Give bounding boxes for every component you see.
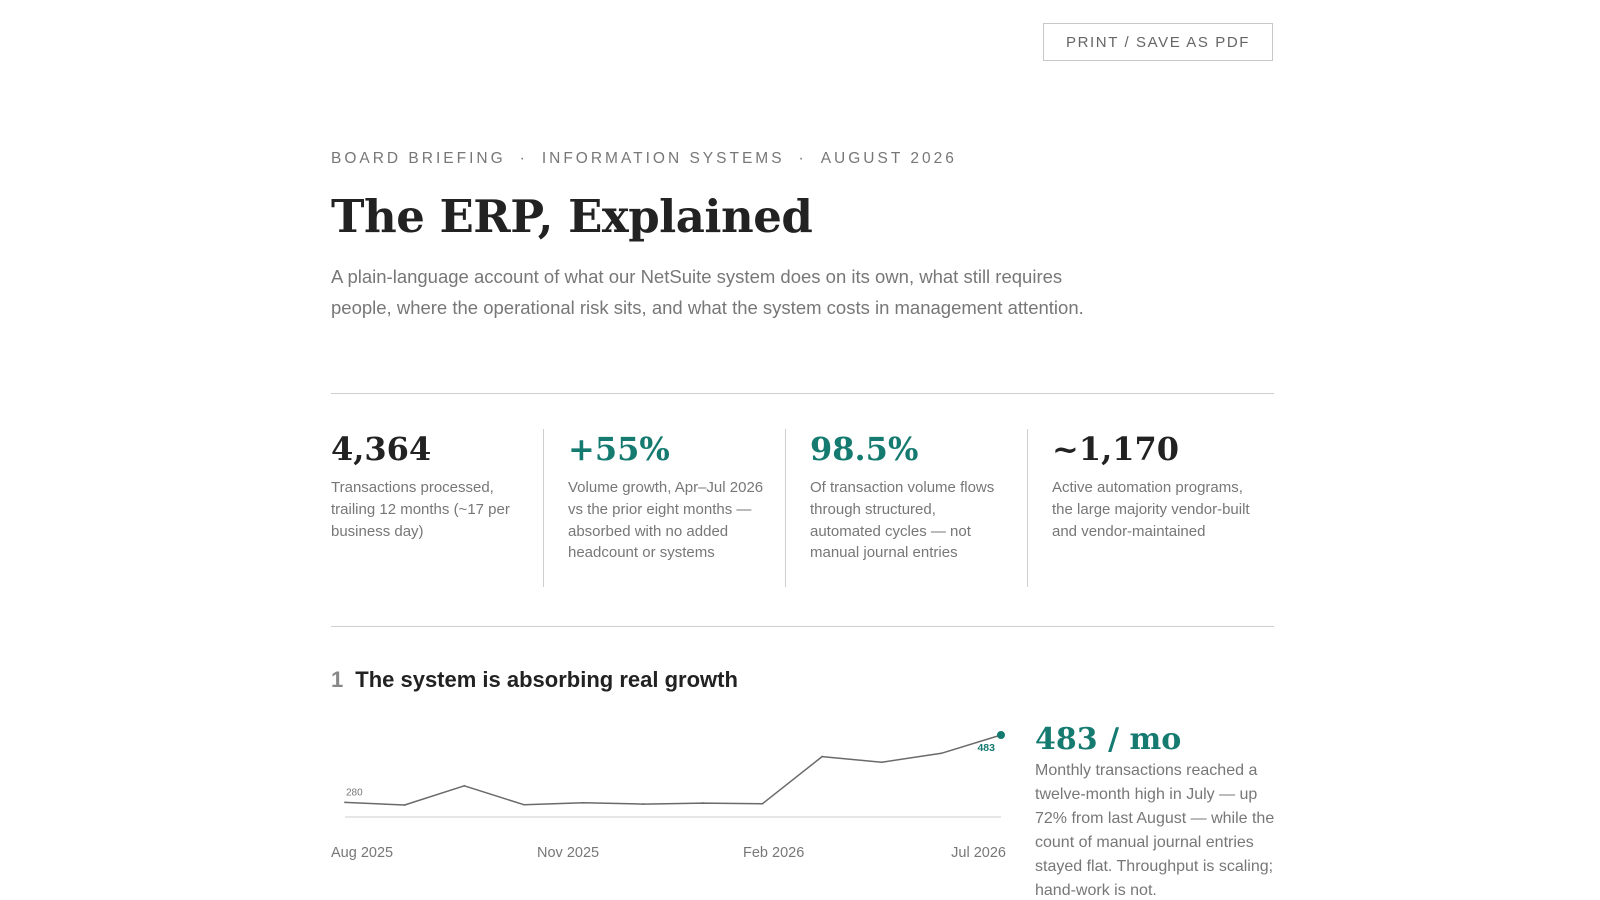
stat-label: Active automation programs, the large ma… — [1052, 479, 1250, 540]
chart-point-latest — [997, 731, 1005, 739]
stat-value: ~1,170 — [1052, 430, 1180, 468]
chart-point — [523, 803, 525, 806]
stat-label: Transactions processed, trailing 12 mont… — [331, 479, 510, 540]
stat-value: +55% — [568, 430, 670, 468]
divider — [331, 393, 1274, 394]
stat-value: 4,364 — [331, 430, 432, 468]
callout-text: Monthly transactions reached a twelve-mo… — [1035, 762, 1275, 899]
eyebrow-separator: · — [798, 150, 807, 167]
x-tick-label: Aug 2025 — [331, 845, 393, 860]
monthly-transactions-chart: 280 483 Aug 2025 Nov 2025 Feb 2026 Jul 2026 — [331, 731, 1006, 860]
x-tick-label: Nov 2025 — [537, 845, 599, 860]
page-title: The ERP, Explained — [331, 190, 813, 243]
callout-value: 483 / mo — [1035, 722, 1182, 757]
chart-point — [463, 784, 466, 787]
data-label-last: 483 — [977, 742, 995, 754]
stat-volume-growth: +55% Volume growth, Apr–Jul 2026 vs the … — [543, 429, 785, 587]
chart-point — [821, 755, 823, 758]
eyebrow-briefing: BOARD BRIEFING — [331, 150, 506, 167]
chart-point — [761, 802, 764, 805]
eyebrow-separator: · — [519, 150, 528, 167]
stat-transactions: 4,364 Transactions processed, trailing 1… — [331, 429, 543, 587]
section-title: The system is absorbing real growth — [355, 667, 738, 692]
print-save-pdf-button[interactable]: PRINT / SAVE AS PDF — [1043, 23, 1273, 61]
data-label-first: 280 — [346, 787, 363, 798]
stat-value: 98.5% — [810, 430, 919, 468]
series-line — [344, 734, 1002, 806]
key-stats: 4,364 Transactions processed, trailing 1… — [331, 429, 1274, 587]
eyebrow: BOARD BRIEFING · INFORMATION SYSTEMS · AUGUS… — [331, 150, 957, 168]
chart-point — [344, 801, 346, 804]
chart-point — [880, 761, 883, 764]
x-tick-label: Feb 2026 — [743, 845, 804, 860]
stat-label: Volume growth, Apr–Jul 2026 vs the prior… — [568, 479, 764, 562]
chart-point — [582, 801, 585, 804]
chart-point — [940, 752, 943, 755]
eyebrow-department: INFORMATION SYSTEMS — [541, 150, 785, 167]
stat-automation-programs: ~1,170 Active automation programs, the l… — [1027, 429, 1274, 587]
section-number: 1 — [331, 667, 344, 692]
chart-point — [701, 802, 704, 804]
chart-point — [403, 804, 406, 806]
stat-label: Of transaction volume flows through stru… — [810, 479, 995, 562]
chart-point — [642, 803, 645, 805]
divider — [331, 626, 1274, 627]
stat-automated-share: 98.5% Of transaction volume flows throug… — [785, 429, 1027, 587]
eyebrow-date: AUGUST 2026 — [820, 150, 957, 167]
x-tick-label: Jul 2026 — [951, 845, 1006, 860]
section-heading: 1 The system is absorbing real growth — [331, 667, 738, 693]
lede-paragraph: A plain-language account of what our Net… — [331, 266, 1084, 318]
